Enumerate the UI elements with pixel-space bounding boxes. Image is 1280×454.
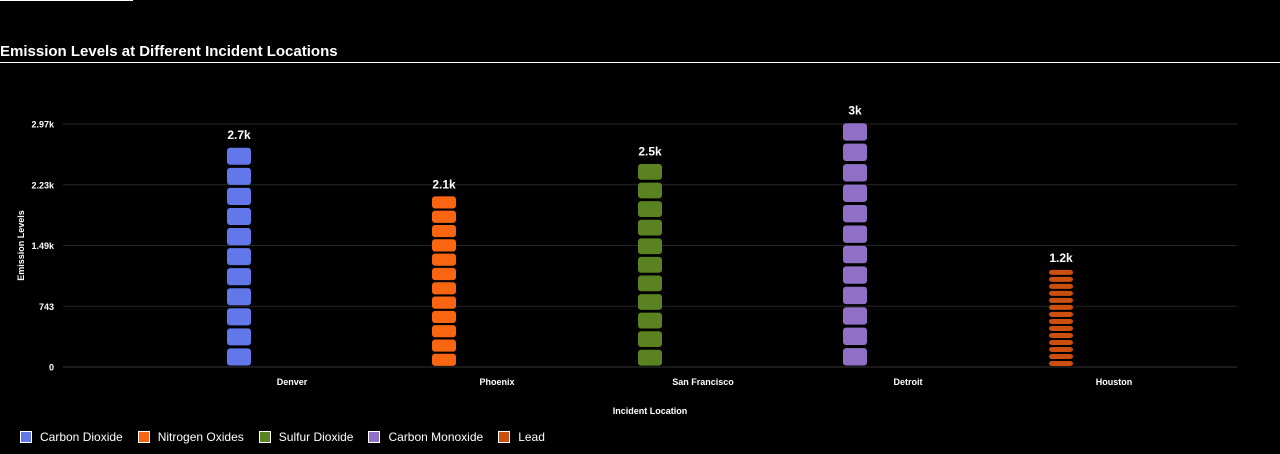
legend-item[interactable]: Sulfur Dioxide bbox=[258, 430, 354, 444]
legend-swatch bbox=[258, 431, 271, 443]
x-tick-label: Phoenix bbox=[479, 377, 514, 387]
title-divider bbox=[0, 62, 1280, 63]
bar-block-houston bbox=[1049, 325, 1073, 331]
bar-block-houston bbox=[1049, 360, 1073, 366]
bar-block-denver bbox=[227, 268, 251, 286]
y-tick-label: 1.49k bbox=[31, 241, 55, 251]
y-tick-label: 2.23k bbox=[31, 180, 55, 190]
bar-block-houston bbox=[1049, 332, 1073, 338]
bar-block-phoenix bbox=[432, 210, 456, 223]
bar-block-detroit bbox=[843, 164, 867, 182]
bar-block-detroit bbox=[843, 348, 867, 366]
legend-swatch bbox=[498, 431, 511, 443]
legend-swatch bbox=[137, 431, 150, 443]
bar-block-houston bbox=[1049, 346, 1073, 352]
bar-block-detroit bbox=[843, 286, 867, 305]
bar-block-denver bbox=[227, 288, 251, 306]
y-axis-title: Emission Levels bbox=[16, 210, 26, 281]
bar-block-phoenix bbox=[432, 253, 456, 266]
bar-block-san-francisco bbox=[638, 331, 662, 348]
y-tick-label: 2.97k bbox=[31, 120, 55, 130]
bar-block-san-francisco bbox=[638, 312, 662, 329]
x-tick-label: Detroit bbox=[894, 377, 923, 387]
legend-item[interactable]: Carbon Dioxide bbox=[20, 430, 123, 444]
bar-block-san-francisco bbox=[638, 294, 662, 310]
bar-block-houston bbox=[1049, 304, 1073, 310]
bar-block-phoenix bbox=[432, 339, 456, 352]
bar-block-denver bbox=[227, 308, 251, 326]
bar-block-denver bbox=[227, 167, 251, 185]
data-label: 2.1k bbox=[432, 177, 456, 191]
x-tick-label: San Francisco bbox=[672, 377, 734, 387]
bar-block-san-francisco bbox=[638, 256, 662, 273]
legend: Carbon Dioxide Nitrogen Oxides Sulfur Diox… bbox=[20, 430, 560, 444]
bar-block-detroit bbox=[843, 245, 867, 264]
bar-block-denver bbox=[227, 348, 251, 366]
bar-block-houston bbox=[1049, 311, 1073, 317]
bar-block-detroit bbox=[843, 143, 867, 162]
bar-block-san-francisco bbox=[638, 275, 662, 292]
bar-block-denver bbox=[227, 248, 251, 266]
x-tick-label: Houston bbox=[1096, 377, 1133, 387]
bar-block-houston bbox=[1049, 276, 1073, 282]
legend-label: Sulfur Dioxide bbox=[278, 430, 354, 444]
bar-block-detroit bbox=[843, 123, 867, 141]
bar-block-phoenix bbox=[432, 325, 456, 338]
bar-block-houston bbox=[1049, 290, 1073, 296]
legend-label: Lead bbox=[518, 430, 545, 444]
data-label: 2.7k bbox=[227, 128, 251, 142]
y-tick-label: 743 bbox=[39, 302, 54, 312]
top-clip-mask bbox=[0, 63, 1280, 100]
bar-block-detroit bbox=[843, 184, 867, 202]
bar-block-san-francisco bbox=[638, 163, 662, 180]
legend-swatch bbox=[368, 431, 381, 443]
bar-block-phoenix bbox=[432, 310, 456, 324]
legend-swatch bbox=[20, 431, 32, 443]
bar-block-detroit bbox=[843, 225, 867, 243]
data-label: 2.5k bbox=[638, 145, 662, 159]
bar-block-houston bbox=[1049, 353, 1073, 359]
data-label: 3k bbox=[848, 104, 862, 118]
bar-block-san-francisco bbox=[638, 349, 662, 366]
bar-block-san-francisco bbox=[638, 182, 662, 199]
bar-block-houston bbox=[1049, 283, 1073, 289]
bar-block-phoenix bbox=[432, 267, 456, 281]
bar-block-denver bbox=[227, 147, 251, 165]
bar-block-phoenix bbox=[432, 282, 456, 295]
bar-block-san-francisco bbox=[638, 201, 662, 217]
bar-block-houston bbox=[1049, 269, 1073, 275]
bar-block-houston bbox=[1049, 339, 1073, 345]
legend-item[interactable]: Lead bbox=[498, 430, 545, 444]
chart-title: Emission Levels at Different Incident Lo… bbox=[0, 43, 338, 60]
data-label: 1.2k bbox=[1049, 251, 1073, 265]
bar-block-detroit bbox=[843, 205, 867, 223]
bar-block-detroit bbox=[843, 327, 867, 346]
bar-block-denver bbox=[227, 207, 251, 226]
bar-block-detroit bbox=[843, 266, 867, 284]
bar-block-san-francisco bbox=[638, 238, 662, 255]
legend-item[interactable]: Nitrogen Oxides bbox=[137, 430, 244, 444]
bar-block-houston bbox=[1049, 297, 1073, 303]
bar-block-detroit bbox=[843, 307, 867, 325]
legend-label: Nitrogen Oxides bbox=[157, 430, 244, 444]
legend-item[interactable]: Carbon Monoxide bbox=[368, 430, 483, 444]
bar-block-phoenix bbox=[432, 196, 456, 209]
bar-block-phoenix bbox=[432, 239, 456, 252]
top-divider bbox=[0, 0, 133, 1]
bar-block-denver bbox=[227, 328, 251, 346]
bar-block-phoenix bbox=[432, 296, 456, 309]
x-tick-label: Denver bbox=[277, 377, 308, 387]
bar-block-phoenix bbox=[432, 224, 456, 238]
bar-block-houston bbox=[1049, 318, 1073, 324]
bar-block-denver bbox=[227, 187, 251, 205]
bar-block-phoenix bbox=[432, 353, 456, 366]
x-axis-title: Incident Location bbox=[613, 406, 688, 416]
legend-label: Carbon Dioxide bbox=[40, 430, 123, 444]
legend-label: Carbon Monoxide bbox=[388, 430, 484, 444]
y-tick-label: 0 bbox=[49, 363, 54, 373]
bar-block-san-francisco bbox=[638, 219, 662, 236]
bar-block-denver bbox=[227, 228, 251, 246]
